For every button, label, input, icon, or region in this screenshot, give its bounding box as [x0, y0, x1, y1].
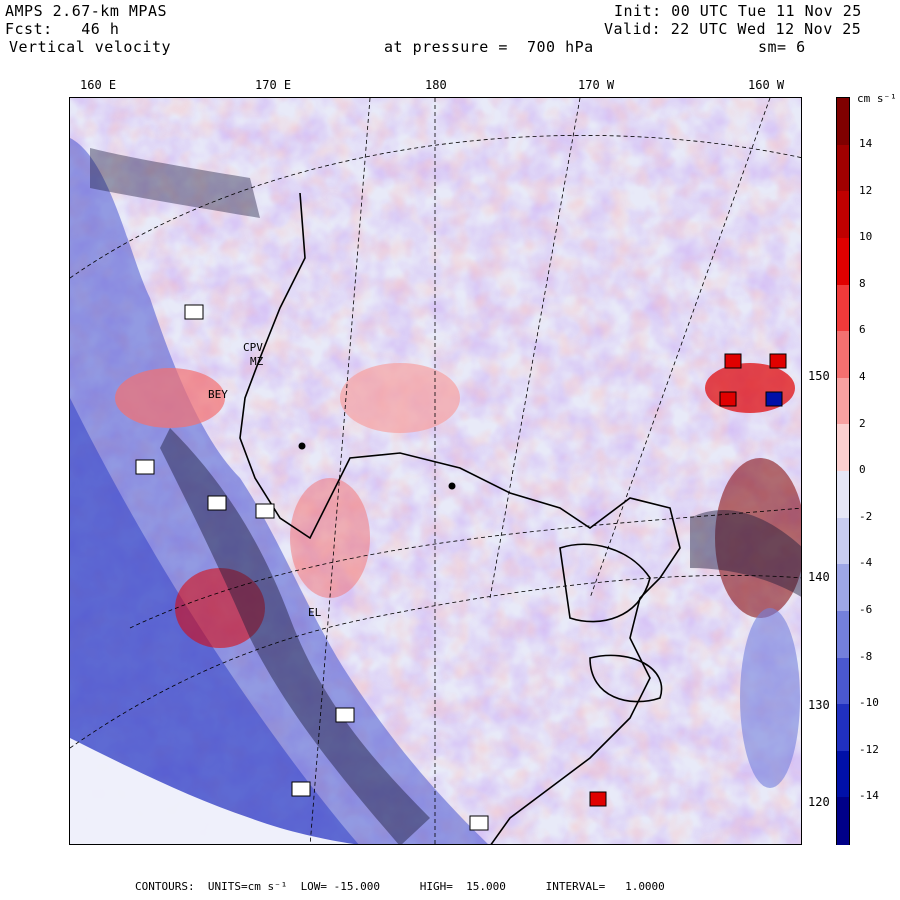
colorbar-tick-label: 0 [859, 463, 866, 477]
colorbar-tick-label: -6 [859, 603, 873, 616]
lon-label-160e: 160 E [80, 78, 117, 92]
map-panel[interactable]: CPV MZ BEY EL [69, 97, 802, 845]
colorbar-tick-label: 8 [859, 276, 866, 290]
station-mz: MZ [250, 355, 264, 368]
smoothing: sm= 6 [758, 38, 806, 56]
colorbar-tick-label: -8 [859, 649, 873, 663]
colorbar-segment [837, 657, 849, 705]
colorbar-segment [837, 471, 849, 519]
colorbar-tick-label: -10 [859, 696, 879, 710]
colorbar-segment [837, 98, 849, 146]
colorbar [836, 97, 850, 845]
lon-label-170w: 170 W [578, 78, 615, 92]
colorbar-segment [837, 797, 849, 845]
colorbar-tick-label: -2 [859, 509, 873, 523]
model-title: AMPS 2.67-km MPAS [5, 2, 168, 20]
lat-label-150w: 150 W [808, 369, 845, 383]
contour-info: CONTOURS: UNITS=cm s⁻¹ LOW= -15.000 HIGH… [135, 880, 665, 893]
init-time: Init: 00 UTC Tue 11 Nov 25 [614, 2, 862, 20]
lon-label-180: 180 [425, 78, 447, 92]
forecast-hour: Fcst: 46 h [5, 20, 120, 38]
colorbar-segment [837, 564, 849, 612]
colorbar-tick-label: -4 [859, 556, 873, 570]
colorbar-segment [837, 144, 849, 192]
colorbar-segment [837, 517, 849, 565]
colorbar-segment [837, 237, 849, 285]
colorbar-segment [837, 424, 849, 472]
colorbar-segment [837, 610, 849, 658]
colorbar-tick-label: 12 [859, 183, 873, 197]
field-name: Vertical velocity [9, 38, 172, 56]
colorbar-tick-label: 2 [859, 416, 866, 430]
vertical-velocity-field [70, 98, 801, 844]
colorbar-segment [837, 377, 849, 425]
lon-label-170e: 170 E [255, 78, 292, 92]
colorbar-segment [837, 284, 849, 332]
colorbar-segment [837, 191, 849, 239]
lat-label-140w: 140 W [808, 570, 845, 584]
station-el: EL [308, 606, 322, 619]
pressure-level: at pressure = 700 hPa [384, 38, 594, 56]
colorbar-tick-label: 10 [859, 230, 873, 244]
lat-label-130w: 130 W [808, 698, 845, 712]
lon-label-160w: 160 W [748, 78, 785, 92]
station-bey: BEY [208, 388, 228, 401]
colorbar-tick-label: -12 [859, 742, 879, 756]
valid-time: Valid: 22 UTC Wed 12 Nov 25 [604, 20, 862, 38]
lat-label-120w: 120 W [808, 795, 845, 809]
colorbar-tick-label: 6 [859, 323, 866, 337]
colorbar-tick-label: 14 [859, 137, 873, 150]
colorbar-tick-label: -14 [859, 789, 879, 803]
colorbar-segment [837, 750, 849, 798]
colorbar-units: cm s⁻¹ [857, 92, 897, 105]
colorbar-segment [837, 704, 849, 752]
colorbar-segment [837, 331, 849, 379]
colorbar-tick-label: 4 [859, 370, 866, 383]
station-cpv: CPV [243, 341, 263, 354]
